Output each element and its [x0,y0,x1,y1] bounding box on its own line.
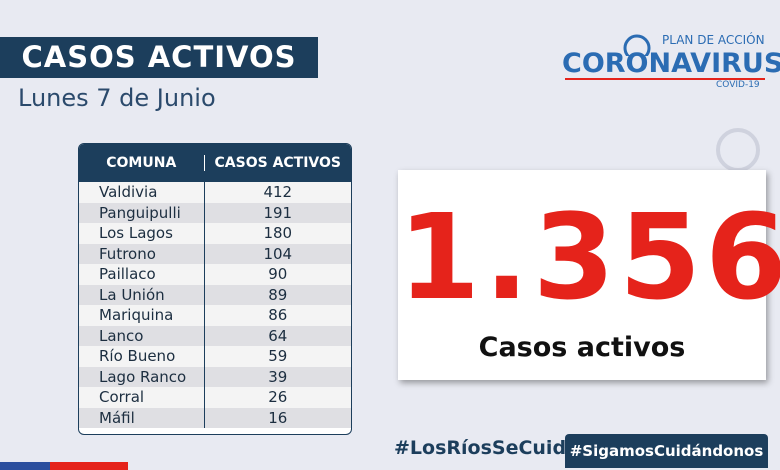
table-cell: 26 [203,387,351,408]
table-cell: Lanco [99,326,144,345]
table-cell: 86 [203,305,351,326]
table-row: La Unión 89 [79,284,351,305]
logo: CORONAVIRUS [562,48,780,79]
logo-line [565,78,765,80]
table-cell: Máfil [99,408,135,427]
table-cell: Paillaco [99,265,156,283]
table-cell: 64 [203,325,351,346]
table-body: Valdivia 412 Panguipulli 191 Los Lagos 180 Fut… [79,182,351,428]
table-cell: Mariquina [99,306,174,324]
table-cell: 39 [203,366,351,387]
table-cell: Río Bueno [99,347,176,365]
table-cell: Futrono [99,244,156,263]
table-row: Futrono 104 [79,243,351,264]
table-cell: 59 [203,346,351,367]
virus-icon [623,34,651,56]
table-row: Lago Ranco 39 [79,366,351,387]
table: COMUNA CASOS ACTIVOS Valdivia 412 Panguipu… [78,143,352,435]
table-cell: Panguipulli [99,203,181,222]
table-cell: Lago Ranco [99,367,187,386]
logo-kicker: PLAN DE ACCIÓN [662,33,765,47]
hashtag: #SigamosCuidándonos [565,434,768,468]
table-cell: 104 [203,243,351,264]
column-header: COMUNA [106,155,177,171]
total-value: 1.356 [398,188,780,326]
table-cell: Valdivia [99,183,158,201]
stripe [50,462,128,470]
table-row: Corral 26 [79,387,351,408]
table-row: Panguipulli 191 [79,202,351,223]
date: Lunes 7 de Junio [18,84,216,112]
table-cell: 180 [203,223,351,244]
total-box: 1.356 Casos activos [398,170,780,380]
table-cell: 191 [203,202,351,223]
table-cell: 90 [203,264,351,285]
logo-sub: COVID-19 [716,80,760,90]
stripe [0,462,50,470]
table-row: Valdivia 412 [79,182,351,203]
table-cell: Corral [99,388,145,406]
table-header: COMUNA CASOS ACTIVOS [79,144,351,182]
table-cell: 16 [203,407,351,428]
title: CASOS ACTIVOS [0,37,318,78]
table-cell: 89 [203,284,351,305]
total-label: Casos activos [478,332,686,363]
table-row: Lanco 64 [79,325,351,346]
table-row: Río Bueno 59 [79,346,351,367]
table-cell: 412 [203,182,351,203]
table-row: Máfil 16 [79,407,351,428]
table-row: Mariquina 86 [79,305,351,326]
table-row: Los Lagos 180 [79,223,351,244]
table-cell: Los Lagos [99,224,173,242]
column-header: CASOS ACTIVOS [203,155,351,171]
table-row: Paillaco 90 [79,264,351,285]
hashtag: #LosRíosSeCuida [394,437,579,459]
table-cell: La Unión [99,285,165,304]
